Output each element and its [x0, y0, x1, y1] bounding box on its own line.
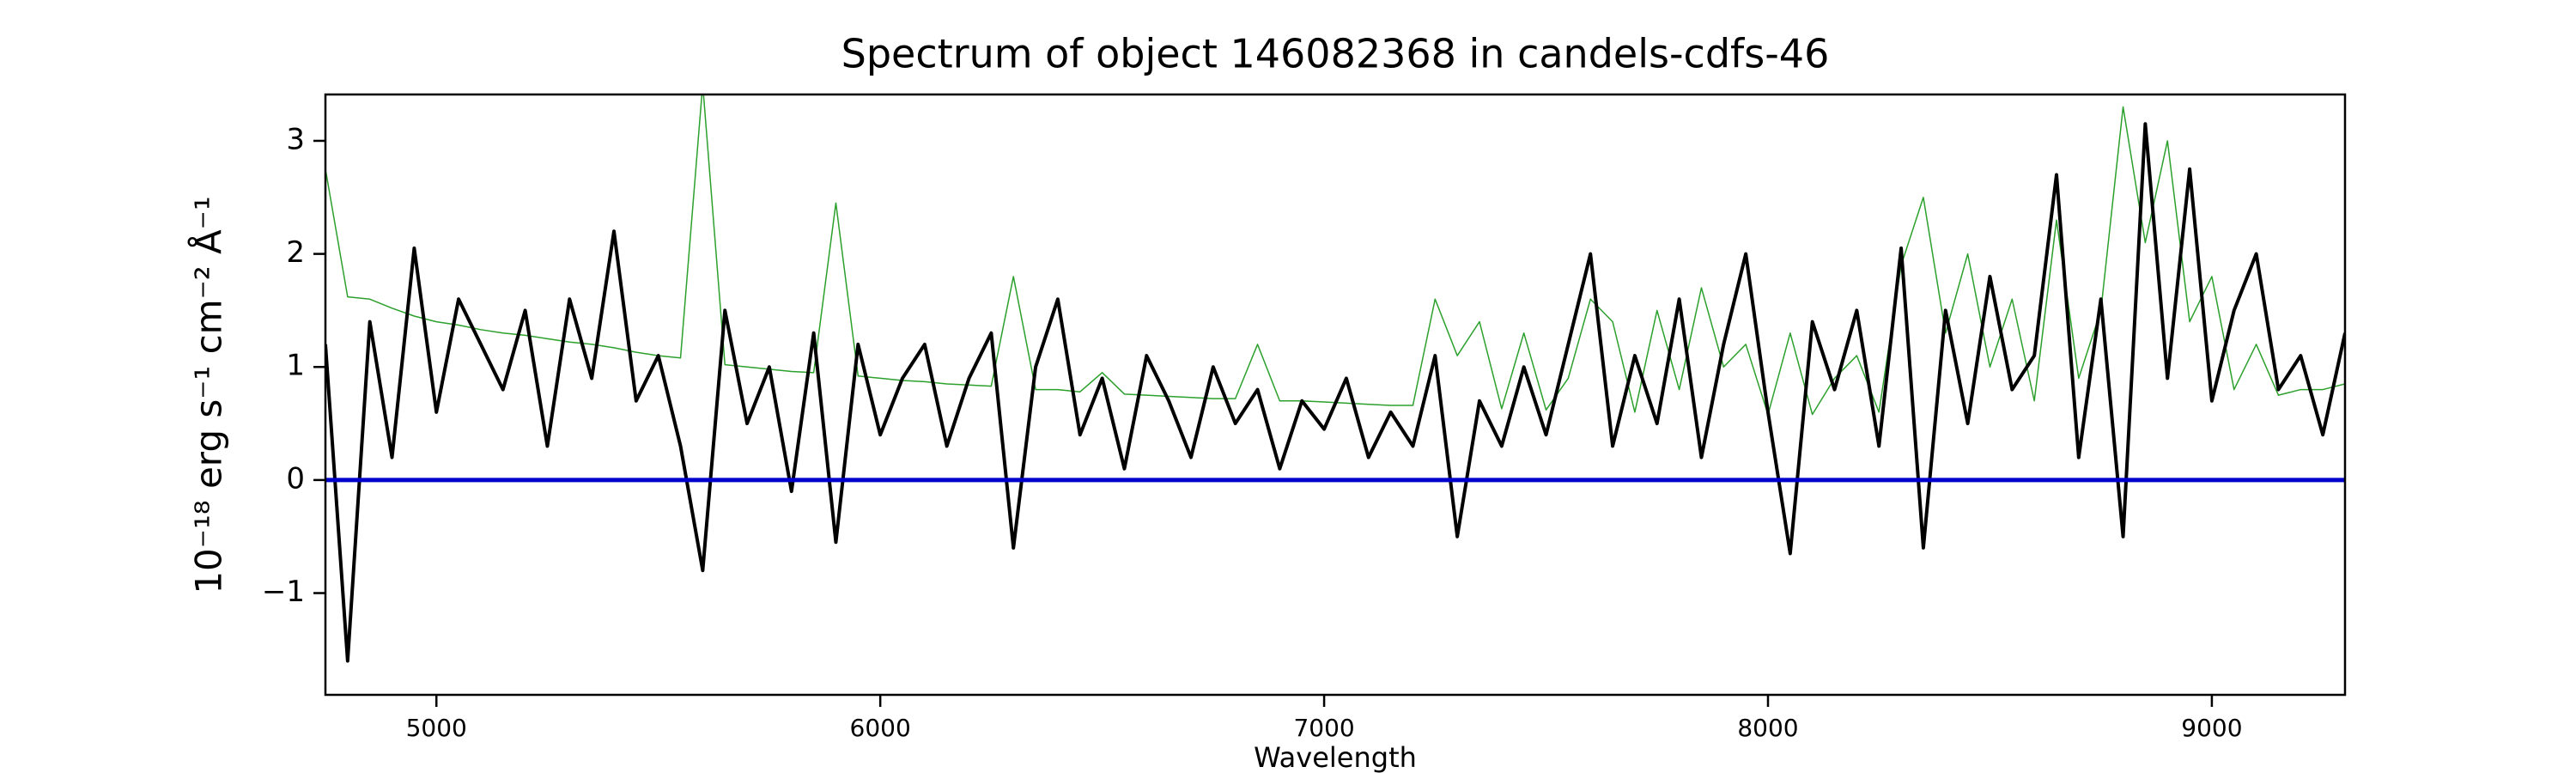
plot-area — [325, 94, 2345, 663]
y-tick-label: 1 — [286, 349, 305, 383]
chart-title: Spectrum of object 146082368 in candels-… — [841, 31, 1830, 77]
y-tick-label: 3 — [286, 122, 305, 156]
x-tick-label: 8000 — [1737, 714, 1798, 742]
x-tick-label: 9000 — [2181, 714, 2242, 742]
spectrum-line — [325, 122, 2345, 663]
x-axis-label: Wavelength — [1254, 741, 1417, 773]
x-tick-label: 5000 — [406, 714, 467, 742]
plot-frame — [324, 93, 2347, 697]
y-tick-label: 0 — [286, 461, 305, 496]
x-tick-label: 7000 — [1293, 714, 1354, 742]
y-tick-label: −1 — [262, 575, 305, 609]
x-tick-label: 6000 — [850, 714, 911, 742]
y-axis-label: 10⁻¹⁸ erg s⁻¹ cm⁻² Å⁻¹ — [187, 196, 230, 593]
y-tick-label: 2 — [286, 235, 305, 270]
